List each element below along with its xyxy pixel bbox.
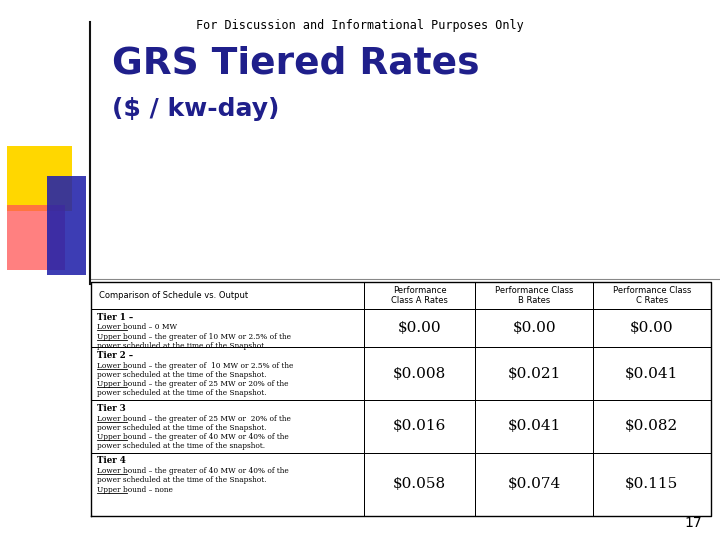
Text: $0.082: $0.082 — [625, 419, 678, 433]
Text: $0.00: $0.00 — [398, 321, 441, 335]
Text: $0.00: $0.00 — [630, 321, 674, 335]
Text: 17: 17 — [685, 516, 702, 530]
Text: power scheduled at the time of the Snapshot.: power scheduled at the time of the Snaps… — [97, 389, 266, 397]
FancyBboxPatch shape — [47, 176, 86, 275]
Text: Performance Class
B Rates: Performance Class B Rates — [495, 286, 573, 305]
Text: power scheduled at the time of the Snapshot.: power scheduled at the time of the Snaps… — [97, 476, 266, 484]
Text: $0.058: $0.058 — [393, 477, 446, 491]
Text: Tier 1 –: Tier 1 – — [97, 313, 133, 321]
Text: Upper bound – the greater of 10 MW or 2.5% of the: Upper bound – the greater of 10 MW or 2.… — [97, 333, 291, 341]
Text: $0.008: $0.008 — [393, 367, 446, 381]
Text: Lower bound – 0 MW: Lower bound – 0 MW — [97, 323, 177, 332]
Text: Tier 4: Tier 4 — [97, 456, 126, 465]
Text: power scheduled at the time of the Snapshot.: power scheduled at the time of the Snaps… — [97, 342, 266, 350]
Text: For Discussion and Informational Purposes Only: For Discussion and Informational Purpose… — [196, 19, 524, 32]
Text: power scheduled at the time of the snapshot.: power scheduled at the time of the snaps… — [97, 442, 266, 450]
FancyBboxPatch shape — [7, 146, 72, 211]
Text: Upper bound – none: Upper bound – none — [97, 485, 173, 494]
Text: $0.021: $0.021 — [508, 367, 561, 381]
Text: $0.041: $0.041 — [508, 419, 561, 433]
Text: GRS Tiered Rates: GRS Tiered Rates — [112, 46, 479, 82]
Text: power scheduled at the time of the Snapshot.: power scheduled at the time of the Snaps… — [97, 424, 266, 431]
Text: Upper bound – the greater of 25 MW or 20% of the: Upper bound – the greater of 25 MW or 20… — [97, 380, 289, 388]
Text: Comparison of Schedule vs. Output: Comparison of Schedule vs. Output — [99, 291, 248, 300]
Text: power scheduled at the time of the Snapshot.: power scheduled at the time of the Snaps… — [97, 371, 266, 379]
Text: $0.00: $0.00 — [513, 321, 556, 335]
Text: Tier 2 –: Tier 2 – — [97, 351, 133, 360]
Text: $0.115: $0.115 — [625, 477, 678, 491]
Text: Lower bound – the greater of  10 MW or 2.5% of the: Lower bound – the greater of 10 MW or 2.… — [97, 362, 294, 370]
Text: Performance Class
C Rates: Performance Class C Rates — [613, 286, 691, 305]
Text: ($ / kw-day): ($ / kw-day) — [112, 97, 279, 121]
Text: Lower bound – the greater of 40 MW or 40% of the: Lower bound – the greater of 40 MW or 40… — [97, 467, 289, 475]
Text: Performance
Class A Rates: Performance Class A Rates — [391, 286, 448, 305]
Text: $0.074: $0.074 — [508, 477, 561, 491]
Text: Lower bound – the greater of 25 MW or  20% of the: Lower bound – the greater of 25 MW or 20… — [97, 415, 291, 422]
Text: $0.016: $0.016 — [393, 419, 446, 433]
FancyBboxPatch shape — [7, 205, 65, 270]
Text: Tier 3: Tier 3 — [97, 404, 126, 413]
Text: $0.041: $0.041 — [625, 367, 678, 381]
Text: Upper bound – the greater of 40 MW or 40% of the: Upper bound – the greater of 40 MW or 40… — [97, 433, 289, 441]
